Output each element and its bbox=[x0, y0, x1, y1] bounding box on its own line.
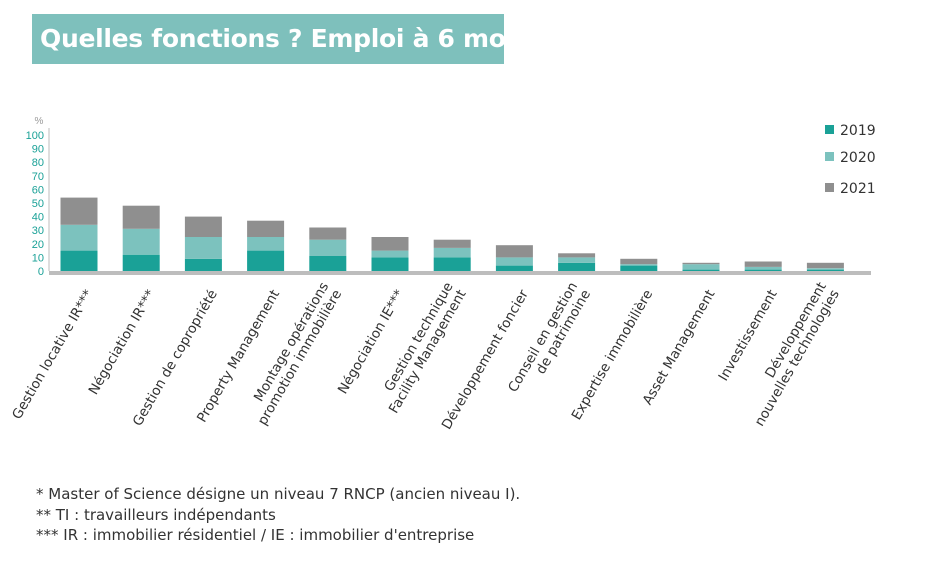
bar-segment-2021 bbox=[682, 262, 720, 265]
x-category-label: Asset Management bbox=[640, 287, 719, 408]
bar-segment-2021 bbox=[184, 216, 222, 237]
page-title: Quelles fonctions ? Emploi à 6 mois. bbox=[32, 14, 504, 64]
bar-segment-2019 bbox=[122, 254, 160, 271]
bar-segment-2020 bbox=[371, 250, 409, 258]
legend-label-2020: 2020 bbox=[840, 150, 876, 166]
bar-segment-2021 bbox=[371, 237, 409, 251]
footnotes: * Master of Science désigne un niveau 7 … bbox=[36, 484, 520, 546]
bar-segment-2021 bbox=[122, 205, 160, 229]
y-tick-label: 100 bbox=[26, 130, 44, 142]
y-tick-label: 10 bbox=[32, 252, 44, 264]
legend-swatch-2020 bbox=[825, 152, 834, 161]
bar-segment-2021 bbox=[806, 262, 844, 269]
x-category-label: Développementnouvelles technologies bbox=[739, 280, 843, 430]
bar-segment-2021 bbox=[433, 239, 471, 248]
bar-segment-2020 bbox=[806, 268, 844, 270]
bar-segment-2021 bbox=[558, 253, 596, 258]
bar-segment-2019 bbox=[247, 250, 285, 271]
bar-segment-2019 bbox=[184, 258, 222, 271]
bar-segment-2020 bbox=[122, 228, 160, 255]
bar-segment-2020 bbox=[184, 237, 222, 259]
x-category-label: Montage opérationspromotion immobilière bbox=[242, 280, 346, 429]
y-tick-label: 80 bbox=[32, 157, 44, 169]
footnote-ir-ie: *** IR : immobilier résidentiel / IE : i… bbox=[36, 526, 475, 544]
bar-segment-2020 bbox=[682, 264, 720, 270]
legend-label-2019: 2019 bbox=[840, 123, 876, 139]
bar-segment-2020 bbox=[247, 237, 285, 251]
y-tick-label: 20 bbox=[32, 239, 44, 251]
bar-segment-2019 bbox=[495, 265, 533, 271]
bar-segment-2021 bbox=[309, 227, 347, 240]
bar-segment-2021 bbox=[60, 197, 98, 225]
legend-swatch-2019 bbox=[825, 125, 834, 134]
y-axis-unit-label: % bbox=[35, 116, 44, 127]
bar-segment-2019 bbox=[806, 269, 844, 271]
footnote-ti: ** TI : travailleurs indépendants bbox=[36, 505, 276, 524]
x-category-label: Négociation IR*** bbox=[86, 287, 159, 398]
bar-segment-2020 bbox=[433, 247, 471, 258]
bar-segment-2019 bbox=[433, 257, 471, 271]
y-tick-label: 30 bbox=[32, 225, 44, 237]
bar-segment-2020 bbox=[558, 257, 596, 263]
x-category-label: Gestion locative IR*** bbox=[9, 287, 96, 422]
x-axis-baseline bbox=[49, 271, 871, 275]
x-category-label-line: Négociation IR*** bbox=[86, 287, 159, 398]
x-category-label-line: Asset Management bbox=[640, 287, 719, 408]
bar-segment-2019 bbox=[558, 262, 596, 271]
y-tick-label: 50 bbox=[32, 198, 44, 210]
legend-swatch-2021 bbox=[825, 183, 834, 192]
x-category-label-line: Gestion locative IR*** bbox=[9, 287, 96, 422]
bar-segment-2020 bbox=[309, 239, 347, 256]
bar-segment-2021 bbox=[247, 220, 285, 237]
y-tick-label: 90 bbox=[32, 144, 44, 156]
bar-segment-2019 bbox=[60, 250, 98, 271]
footnote-master-of-science: * Master of Science désigne un niveau 7 … bbox=[36, 485, 521, 503]
y-tick-label: 70 bbox=[32, 171, 44, 183]
bar-segment-2019 bbox=[620, 265, 658, 271]
bar-segment-2019 bbox=[371, 257, 409, 271]
y-tick-label: 60 bbox=[32, 184, 44, 196]
y-tick-label: 40 bbox=[32, 212, 44, 224]
bar-segment-2021 bbox=[495, 245, 533, 258]
bar-segment-2020 bbox=[744, 266, 782, 270]
bar-segment-2020 bbox=[620, 264, 658, 266]
bar-segment-2019 bbox=[682, 269, 720, 271]
bar-segment-2019 bbox=[309, 256, 347, 271]
legend-label-2021: 2021 bbox=[840, 181, 876, 197]
bar-segment-2020 bbox=[495, 257, 533, 266]
bar-segment-2020 bbox=[60, 224, 98, 251]
bar-segment-2021 bbox=[620, 258, 658, 265]
bar-segment-2019 bbox=[744, 269, 782, 271]
bar-segment-2021 bbox=[744, 261, 782, 267]
y-tick-label: 0 bbox=[38, 266, 44, 278]
